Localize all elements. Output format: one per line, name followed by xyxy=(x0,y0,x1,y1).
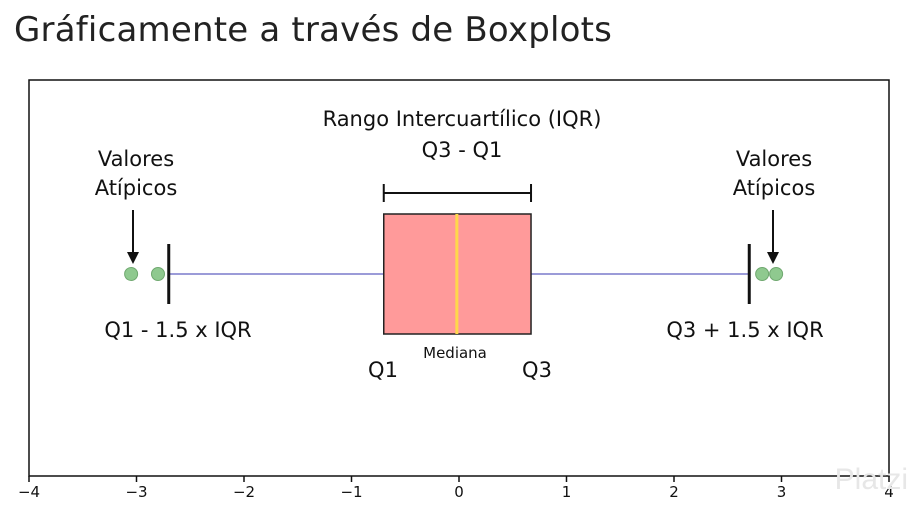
x-tick-label: −2 xyxy=(233,483,255,501)
x-tick-label: −3 xyxy=(125,483,147,501)
outliers-right-label-2: Atípicos xyxy=(733,176,816,200)
outliers-left-label-2: Atípicos xyxy=(95,176,178,200)
outlier-point xyxy=(151,267,165,281)
outlier-point xyxy=(124,267,139,281)
outliers-right-label-1: Valores xyxy=(736,147,812,171)
right-outlier-arrow xyxy=(767,210,779,264)
x-tick-label: 4 xyxy=(884,483,894,501)
q3-label: Q3 xyxy=(522,358,552,382)
x-tick-label: 1 xyxy=(562,483,572,501)
x-tick-label: −1 xyxy=(340,483,362,501)
outlier-point xyxy=(755,267,770,281)
upper-fence-label: Q3 + 1.5 x IQR xyxy=(666,318,823,342)
left-outlier-arrow xyxy=(127,210,139,264)
iqr-bracket xyxy=(382,184,533,202)
iqr-formula-label: Q3 - Q1 xyxy=(422,138,503,162)
x-tick-label: −4 xyxy=(18,483,40,501)
lower-fence-label: Q1 - 1.5 x IQR xyxy=(104,318,251,342)
median-label: Mediana xyxy=(423,344,487,362)
x-axis: −4 −3 −2 −1 0 1 2 3 4 xyxy=(18,476,894,501)
x-tick-label: 3 xyxy=(777,483,787,501)
outlier-point xyxy=(769,267,784,281)
iqr-label: Rango Intercuartílico (IQR) xyxy=(323,107,602,131)
page-title: Gráficamente a través de Boxplots xyxy=(14,10,613,50)
platzi-watermark: Platzi xyxy=(834,463,908,496)
x-tick-label: 0 xyxy=(454,483,464,501)
x-tick-label: 2 xyxy=(669,483,679,501)
outliers-left-label-1: Valores xyxy=(98,147,174,171)
q1-label: Q1 xyxy=(368,358,398,382)
outlier-points xyxy=(124,267,784,281)
